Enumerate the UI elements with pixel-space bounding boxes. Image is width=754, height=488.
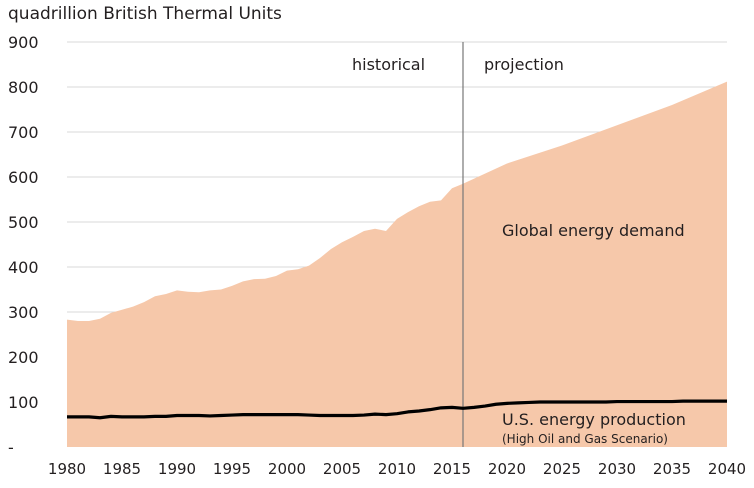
y-axis-unit-label: quadrillion British Thermal Units xyxy=(8,4,282,24)
x-tick-label: 2010 xyxy=(378,460,416,478)
x-tick-label: 1985 xyxy=(103,460,141,478)
y-tick-label: 700 xyxy=(8,123,39,142)
y-tick-label: 100 xyxy=(8,393,39,412)
y-tick-label: 300 xyxy=(8,303,39,322)
annotation-projection: projection xyxy=(484,55,564,74)
annotation-global-energy-demand: Global energy demand xyxy=(502,221,685,240)
x-tick-label: 1990 xyxy=(158,460,196,478)
area-global-energy-demand xyxy=(67,81,727,447)
annotation-high-oil-gas-scenario: (High Oil and Gas Scenario) xyxy=(502,432,668,446)
line-layer xyxy=(67,399,727,420)
annotation-historical: historical xyxy=(352,55,425,74)
y-tick-label: - xyxy=(8,438,14,457)
x-tick-label: 2005 xyxy=(323,460,361,478)
y-tick-label: 200 xyxy=(8,348,39,367)
x-tick-label: 2020 xyxy=(488,460,526,478)
x-tick-label: 1995 xyxy=(213,460,251,478)
x-tick-label: 2025 xyxy=(543,460,581,478)
y-tick-label: 600 xyxy=(8,168,39,187)
y-tick-label: 900 xyxy=(8,33,39,52)
x-tick-label: 2030 xyxy=(598,460,636,478)
x-tick-label: 2040 xyxy=(708,460,746,478)
y-tick-label: 800 xyxy=(8,78,39,97)
area-layer xyxy=(67,81,727,447)
x-tick-label: 2015 xyxy=(433,460,471,478)
line-us-energy-production xyxy=(67,399,727,420)
x-tick-label: 2000 xyxy=(268,460,306,478)
y-tick-label: 500 xyxy=(8,213,39,232)
x-tick-label: 2035 xyxy=(653,460,691,478)
x-tick-label: 1980 xyxy=(48,460,86,478)
annotations: historical projection Global energy dema… xyxy=(352,55,686,446)
annotation-us-energy-production: U.S. energy production xyxy=(502,410,686,429)
y-tick-label: 400 xyxy=(8,258,39,277)
axis-labels: 900 800 700 600 500 400 300 200 100 - 1980 1985 1990… xyxy=(8,33,746,478)
